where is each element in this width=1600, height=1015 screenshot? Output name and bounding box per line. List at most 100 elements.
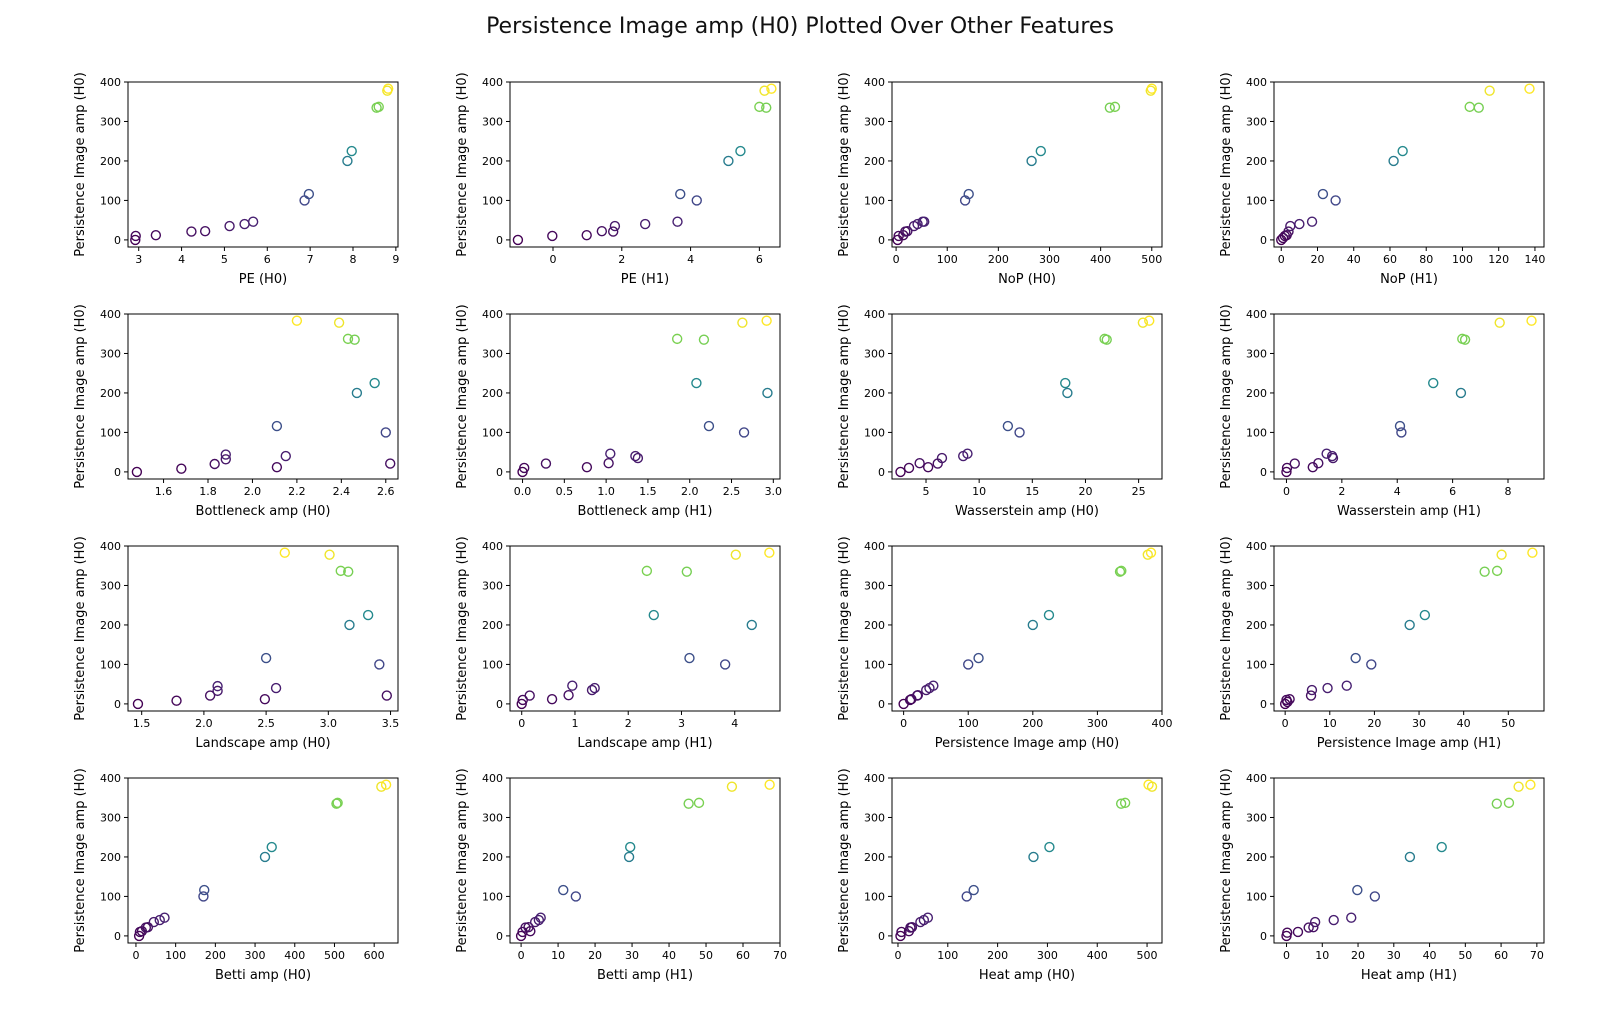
data-point [1494,317,1505,328]
data-point [1404,619,1415,631]
x-tick-label: 400 [1087,949,1108,962]
y-tick-label: 300 [1246,811,1267,824]
y-tick-label: 200 [1246,155,1267,168]
subplot-7: 5 10 15 20 25 0 100 200 300 400 Wasserstein amp (H… [837,304,1163,519]
data-point [1346,912,1357,923]
y-axis-label: Persistence Image amp (H0) [837,304,852,489]
y-tick-label: 400 [482,308,503,321]
data-point [961,891,972,902]
y-axis-label: Persistence Image amp (H0) [73,536,88,721]
x-tick-label: 60 [1494,949,1508,962]
data-point [1305,690,1317,701]
data-point [681,566,693,577]
data-point [603,458,614,469]
x-tick-label: 200 [987,949,1008,962]
data-point [199,226,211,237]
data-point [369,377,380,389]
y-tick-label: 0 [1260,930,1267,943]
x-axis-label: Bottleneck amp (H1) [578,504,713,519]
x-tick-label: 7 [307,253,314,266]
data-point [764,547,775,558]
data-point [212,685,223,697]
x-tick-label: 9 [392,253,399,266]
y-tick-label: 0 [878,930,885,943]
data-point [1341,680,1352,691]
y-tick-label: 400 [864,772,885,785]
data-point [895,466,906,478]
data-point [589,682,600,694]
y-tick-label: 400 [1246,76,1267,89]
x-tick-label: 40 [662,949,676,962]
data-point [1484,85,1495,96]
x-axis-label: PE (H0) [239,272,287,287]
y-tick-label: 0 [496,930,503,943]
data-point [1303,922,1314,933]
x-tick-label: 1.6 [155,485,173,498]
x-axis-label: Wasserstein amp (H1) [1337,504,1481,519]
data-point [1282,696,1293,708]
data-point [1044,841,1055,853]
x-tick-label: 10 [1315,949,1329,962]
data-point [381,690,393,701]
x-axis-label: Bottleneck amp (H0) [196,504,331,519]
x-tick-label: 30 [625,949,639,962]
data-point [630,450,641,462]
data-point [1328,914,1339,926]
data-point [332,797,343,809]
data-point [132,698,144,710]
data-point [596,226,608,237]
y-tick-label: 300 [864,347,885,360]
data-point [1491,565,1503,577]
x-tick-label: 25 [1132,485,1146,498]
y-tick-label: 100 [482,426,503,439]
data-point [303,188,315,200]
x-tick-label: 3 [678,717,685,730]
y-axis-label: Persistence Image amp (H0) [837,536,852,721]
y-tick-label: 300 [482,115,503,128]
data-point [380,427,391,438]
y-axis-label: Persistence Image amp (H0) [1219,72,1234,257]
y-tick-label: 200 [864,155,885,168]
x-tick-label: 0.5 [556,485,574,498]
data-point [280,450,291,462]
x-tick-label: 0 [1282,717,1289,730]
data-point [1144,315,1155,326]
data-point [346,145,357,157]
data-point [973,652,984,664]
x-tick-label: 1.8 [199,485,217,498]
x-tick-label: 2.0 [195,717,213,730]
x-tick-label: 200 [988,253,1009,266]
data-point [1014,427,1025,438]
y-tick-label: 200 [100,387,121,400]
data-point [570,891,582,902]
y-tick-label: 100 [864,426,885,439]
y-tick-label: 400 [100,772,121,785]
data-point [1526,315,1537,326]
y-tick-label: 200 [482,619,503,632]
x-tick-label: 50 [1458,949,1472,962]
y-tick-label: 200 [482,155,503,168]
data-point [1109,101,1121,113]
x-tick-label: 4 [178,253,185,266]
data-point [1145,547,1157,558]
y-axis-label: Persistence Image amp (H0) [73,768,88,953]
data-point [726,781,738,792]
data-point [719,659,731,670]
x-tick-label: 1.5 [133,717,151,730]
y-tick-label: 0 [496,234,503,247]
subplot-2: 0 2 4 6 0 100 200 300 400 PE (H1) Persistence Imag… [455,72,781,287]
data-point [675,188,686,200]
x-tick-label: 2.5 [723,485,741,498]
x-tick-label: 3.0 [765,485,783,498]
x-axis-label: NoP (H1) [1380,272,1438,287]
data-point [963,659,974,670]
axes-frame [509,81,781,248]
data-point [512,234,524,246]
x-tick-label: 0 [894,949,901,962]
y-tick-label: 0 [1260,466,1267,479]
x-tick-label: 10 [551,949,565,962]
x-tick-label: 100 [165,949,186,962]
data-point [764,779,775,790]
y-axis-label: Persistence Image amp (H0) [1219,536,1234,721]
data-point [204,690,216,701]
